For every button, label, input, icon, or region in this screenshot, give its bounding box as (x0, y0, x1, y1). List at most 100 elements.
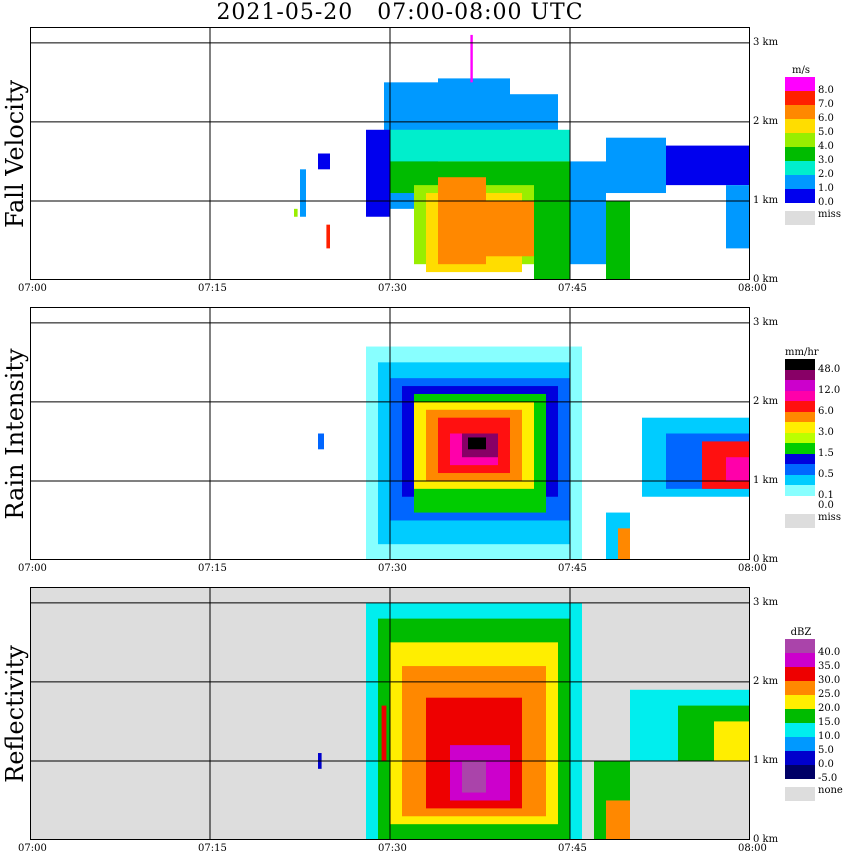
time-tick-label: 07:45 (558, 563, 587, 574)
legend-swatch (785, 380, 815, 391)
time-tick-label: 08:00 (738, 843, 767, 854)
legend-unit: m/s (792, 65, 810, 76)
height-tick-label: 0 km (753, 274, 779, 285)
rain-intensity-plot (30, 307, 750, 560)
legend-label: 40.0 (818, 647, 841, 658)
legend-swatch (785, 77, 815, 91)
time-tick-label: 08:00 (738, 563, 767, 574)
data-cell (618, 528, 630, 560)
height-tick-label: 2 km (753, 395, 779, 407)
data-cell (666, 145, 750, 186)
legend-label: 2.0 (818, 169, 834, 180)
time-tick-label: 07:45 (558, 283, 587, 294)
legend-unit: dBZ (790, 627, 812, 638)
data-cell (326, 224, 330, 249)
time-tick-label: 07:00 (18, 563, 47, 574)
data-cell (714, 721, 750, 761)
legend-swatch (785, 119, 815, 133)
time-tick-label: 07:15 (198, 843, 227, 854)
data-cell (726, 185, 750, 249)
panel-reflectivity (30, 587, 750, 840)
panel-rain-intensity (30, 307, 750, 560)
ylabel-rain-intensity-text: Rain Intensity (1, 347, 29, 520)
ylabel-reflectivity-text: Reflectivity (1, 644, 29, 783)
time-tick-label: 07:00 (18, 283, 47, 294)
height-tick-label: 3 km (753, 316, 779, 328)
legend-label: none (818, 785, 843, 796)
legend-swatch (785, 369, 815, 380)
height-tick-label: 3 km (753, 596, 779, 608)
plot-frame (30, 27, 750, 280)
legend-label: 0.0 (818, 197, 834, 208)
height-tick-label: 2 km (753, 675, 779, 687)
legend-label: 5.0 (818, 127, 834, 138)
legend-label: 8.0 (818, 85, 834, 96)
time-tick-label: 07:30 (378, 563, 407, 574)
legend-swatch (785, 133, 815, 147)
height-tick-label: 2 km (753, 115, 779, 127)
legend-label: 0.5 (818, 468, 834, 480)
plot-frame (30, 307, 750, 560)
data-cell (318, 433, 324, 450)
time-tick-label: 07:00 (18, 843, 47, 854)
legend-swatch (785, 723, 815, 737)
legend-label: 1.0 (818, 183, 834, 194)
ylabel-rain-intensity: Rain Intensity (0, 307, 30, 560)
data-cell (606, 200, 630, 280)
data-cell (318, 153, 330, 170)
data-cell (606, 137, 666, 194)
legend-label: 25.0 (818, 689, 841, 700)
legend-label: 6.0 (818, 405, 834, 417)
legend-swatch (785, 211, 815, 225)
ylabel-fall-velocity: Fall Velocity (0, 27, 30, 280)
legend-label: 12.0 (818, 384, 841, 396)
legend-label: 35.0 (818, 661, 841, 672)
time-tick-label: 08:00 (738, 283, 767, 294)
data-cell (468, 437, 486, 450)
data-cell (606, 800, 630, 840)
legend-swatch (785, 495, 815, 506)
fall-velocity-plot (30, 27, 750, 280)
legend-label: 7.0 (818, 99, 834, 110)
legend-swatch (785, 474, 815, 485)
legend-label: -5.0 (818, 773, 838, 784)
chart-title: 2021-05-20 07:00-08:00 UTC (216, 0, 584, 25)
legend-swatch (785, 432, 815, 443)
height-tick-label: 1 km (753, 194, 779, 206)
legend-swatch (785, 91, 815, 105)
legend-swatch (785, 359, 815, 370)
legend-label: 30.0 (818, 675, 841, 686)
height-tick-label: 1 km (753, 474, 779, 486)
legend-swatch (785, 411, 815, 422)
legend-swatch (785, 175, 815, 189)
legend-swatch (785, 667, 815, 681)
legend-label: 10.0 (818, 731, 841, 742)
legend-swatch (785, 765, 815, 779)
legend-label: 1.5 (818, 447, 834, 459)
legend-swatch (785, 514, 815, 528)
legend-swatch (785, 653, 815, 667)
legend-label: 20.0 (818, 703, 841, 714)
data-cell (381, 705, 387, 761)
data-cell (438, 78, 510, 138)
legend-swatch (785, 401, 815, 412)
legend-swatch (785, 709, 815, 723)
time-tick-label: 07:45 (558, 843, 587, 854)
data-cell (470, 34, 473, 83)
reflectivity-plot (30, 587, 750, 840)
legend-swatch (785, 464, 815, 475)
legend-label: 5.0 (818, 745, 834, 756)
data-cell (300, 169, 306, 217)
legend-swatch (785, 161, 815, 175)
legend-unit: mm/hr (785, 347, 819, 358)
plot-frame (30, 587, 750, 840)
height-tick-label: 3 km (753, 36, 779, 48)
data-cell (534, 169, 570, 280)
legend-label: 15.0 (818, 717, 841, 728)
legend-swatch (785, 147, 815, 161)
legend-swatch (785, 485, 815, 496)
ylabel-reflectivity: Reflectivity (0, 587, 30, 840)
legend-label: 0.1 (818, 489, 834, 501)
height-tick-label: 0 km (753, 554, 779, 565)
legend-swatch (785, 737, 815, 751)
